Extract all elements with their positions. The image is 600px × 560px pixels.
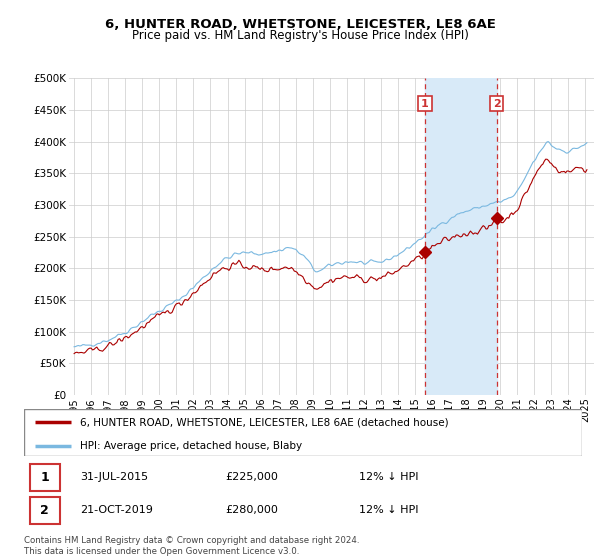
Text: 21-OCT-2019: 21-OCT-2019 [80,505,152,515]
Text: 1: 1 [40,471,49,484]
Text: 1: 1 [421,99,429,109]
Text: 12% ↓ HPI: 12% ↓ HPI [359,473,418,482]
Text: £280,000: £280,000 [225,505,278,515]
FancyBboxPatch shape [29,464,60,491]
Text: 31-JUL-2015: 31-JUL-2015 [80,473,148,482]
Text: HPI: Average price, detached house, Blaby: HPI: Average price, detached house, Blab… [80,441,302,451]
Text: 6, HUNTER ROAD, WHETSTONE, LEICESTER, LE8 6AE (detached house): 6, HUNTER ROAD, WHETSTONE, LEICESTER, LE… [80,417,448,427]
FancyBboxPatch shape [29,497,60,524]
Text: 6, HUNTER ROAD, WHETSTONE, LEICESTER, LE8 6AE: 6, HUNTER ROAD, WHETSTONE, LEICESTER, LE… [104,18,496,31]
Text: Price paid vs. HM Land Registry's House Price Index (HPI): Price paid vs. HM Land Registry's House … [131,29,469,42]
Text: Contains HM Land Registry data © Crown copyright and database right 2024.
This d: Contains HM Land Registry data © Crown c… [24,536,359,556]
Text: £225,000: £225,000 [225,473,278,482]
Text: 12% ↓ HPI: 12% ↓ HPI [359,505,418,515]
Text: 2: 2 [493,99,501,109]
FancyBboxPatch shape [24,409,582,456]
Text: 2: 2 [40,504,49,517]
Bar [425,78,497,395]
